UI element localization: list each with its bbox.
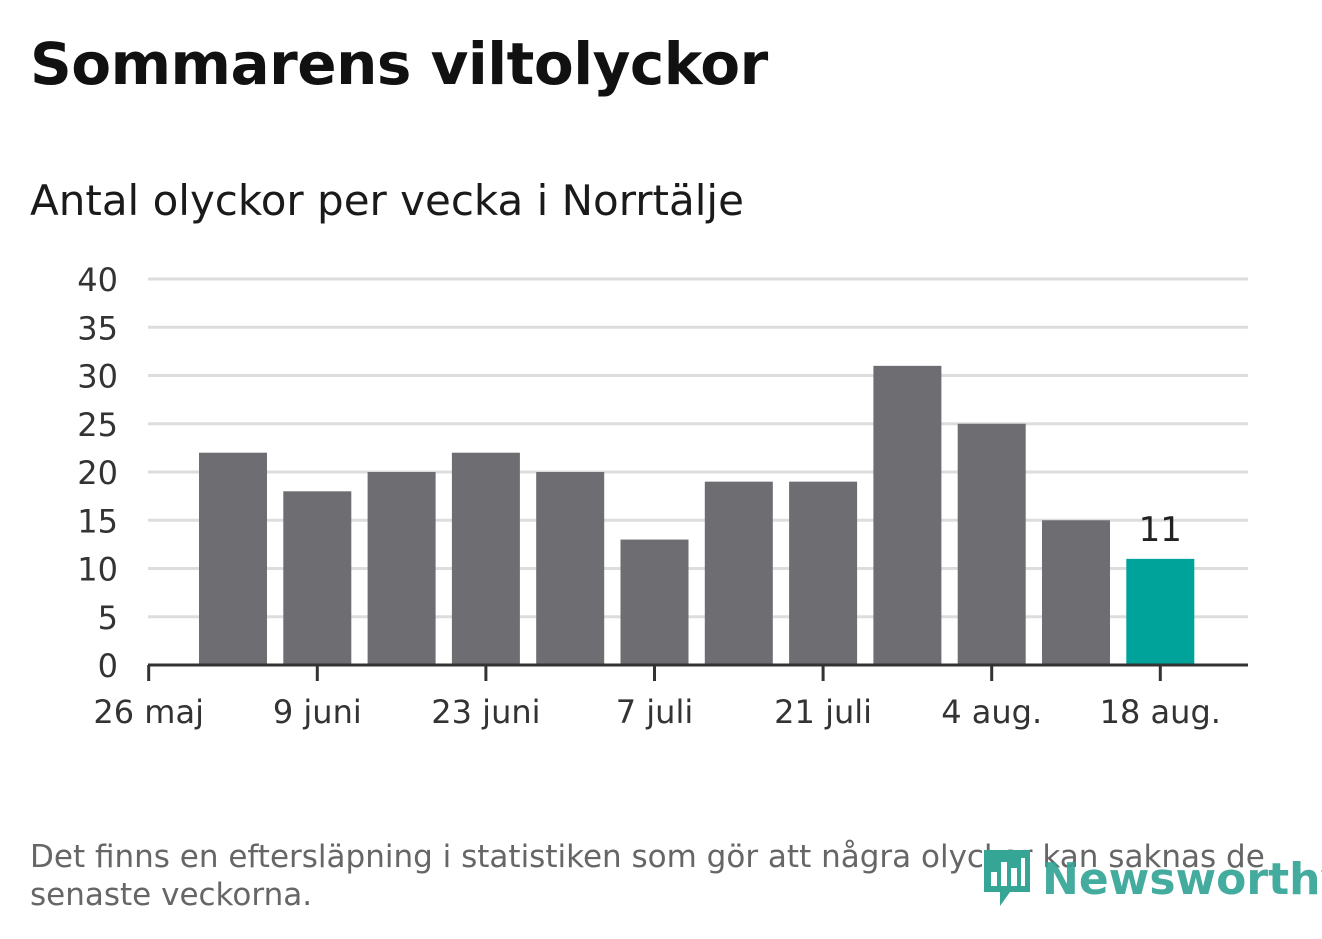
y-tick-label: 40	[77, 261, 118, 299]
bar	[367, 472, 436, 665]
x-tick-label: 7 juli	[616, 693, 693, 731]
y-tick-label: 10	[77, 551, 118, 589]
bar	[451, 452, 520, 665]
y-tick-label: 35	[77, 309, 118, 347]
x-tick-label: 21 juli	[774, 693, 872, 731]
logo-text: Newsworthy	[1042, 853, 1322, 905]
y-tick-label: 30	[77, 358, 118, 396]
newsworthy-logo: Newsworthy	[980, 848, 1322, 910]
x-tick-label: 26 maj	[93, 693, 204, 731]
grid-lines	[148, 277, 1248, 619]
y-tick-label: 0	[98, 647, 118, 685]
y-tick-label: 5	[98, 599, 118, 637]
y-tick-label: 20	[77, 454, 118, 492]
bar	[957, 423, 1026, 665]
bar	[199, 452, 267, 665]
bar-chart: 11 0 5 10 15 20 25 30 35 40 26 maj 9 juni 23 juni 7 …	[77, 261, 1248, 731]
data-label: 11	[1139, 510, 1182, 550]
chart-subtitle: Antal olyckor per vecka i Norrtälje	[30, 176, 744, 225]
x-tick-label: 9 juni	[273, 693, 362, 731]
bar-highlight	[1126, 558, 1195, 665]
y-tick-label: 15	[77, 502, 118, 540]
bar	[536, 472, 605, 665]
bar	[789, 481, 858, 665]
bar	[283, 491, 352, 665]
bar	[1042, 520, 1110, 665]
footnote: Det finns en eftersläpning i statistiken…	[30, 839, 1265, 913]
speech-bubble-chart-icon	[984, 850, 1030, 906]
x-tick-label: 23 juni	[431, 693, 540, 731]
x-tick-label: 4 aug.	[941, 693, 1042, 731]
axes: 0 5 10 15 20 25 30 35 40 26 maj 9 juni 23 juni 7 jul…	[77, 261, 1248, 731]
x-tick-label: 18 aug.	[1100, 693, 1221, 731]
chart-title: Sommarens viltolyckor	[30, 30, 768, 98]
y-tick-label: 25	[77, 406, 118, 444]
bar	[873, 365, 942, 665]
bars: 11	[199, 365, 1195, 665]
bar	[704, 481, 773, 665]
bar	[620, 539, 689, 665]
